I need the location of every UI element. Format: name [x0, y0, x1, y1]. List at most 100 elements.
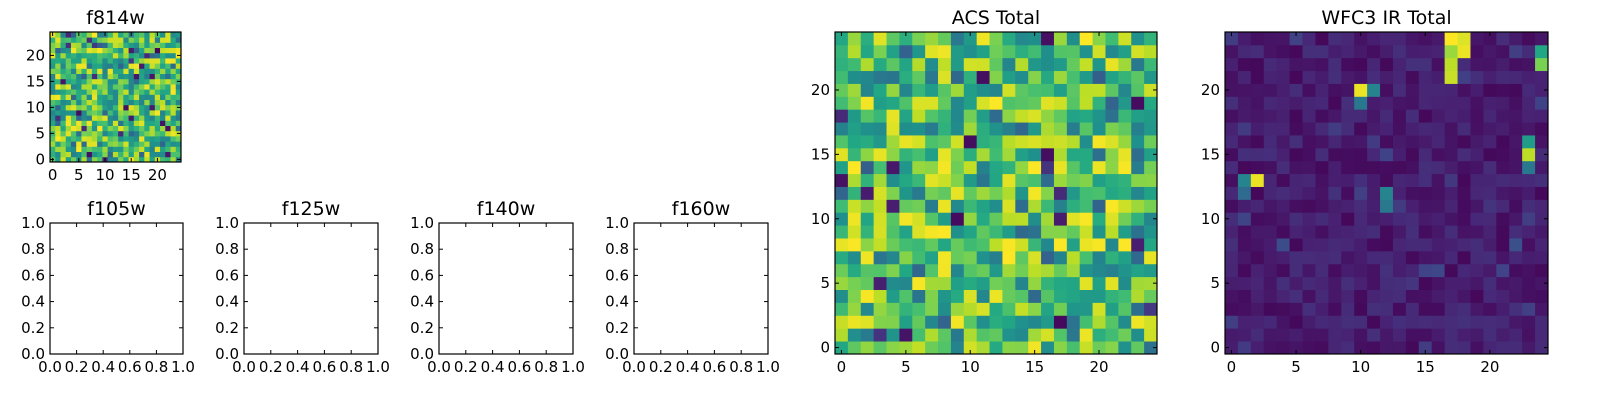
- heatmap-cell: [65, 32, 72, 38]
- heatmap-cell: [1002, 289, 1016, 303]
- heatmap-cell: [1380, 32, 1394, 46]
- heatmap-cell: [1302, 32, 1316, 46]
- heatmap-cell: [160, 110, 166, 116]
- heatmap-cell: [1470, 315, 1484, 329]
- heatmap-cell: [1041, 186, 1055, 200]
- heatmap-cell: [1431, 263, 1446, 278]
- heatmap-cell: [1066, 341, 1081, 355]
- heatmap-cell: [1041, 328, 1055, 342]
- heatmap-cell: [112, 52, 119, 59]
- heatmap-cell: [149, 141, 156, 147]
- heatmap-cell: [144, 120, 150, 126]
- heatmap-cell: [1535, 147, 1549, 162]
- heatmap-cell: [1380, 57, 1394, 72]
- heatmap-cell: [938, 225, 952, 239]
- heatmap-cell: [963, 212, 978, 226]
- heatmap-cell: [133, 84, 140, 90]
- heatmap-cell: [1380, 109, 1394, 123]
- heatmap-cell: [899, 328, 913, 342]
- heatmap-cell: [91, 47, 98, 54]
- heatmap-cell: [835, 341, 849, 355]
- heatmap-cell: [107, 94, 114, 100]
- heatmap-cell: [1250, 70, 1265, 84]
- heatmap-cell: [925, 276, 939, 290]
- heatmap-cell: [1028, 276, 1042, 290]
- heatmap-cell: [1535, 199, 1549, 213]
- heatmap-cell: [154, 125, 161, 132]
- heatmap-cell: [1250, 122, 1265, 136]
- heatmap-cell: [886, 44, 900, 59]
- heatmap-cell: [1483, 57, 1497, 72]
- heatmap-cell: [1354, 44, 1368, 59]
- heatmap-cell: [1289, 186, 1303, 200]
- heatmap-cell: [154, 104, 161, 111]
- heatmap-cell: [989, 109, 1003, 123]
- heatmap-cell: [1341, 341, 1355, 355]
- heatmap-cell: [1225, 328, 1239, 342]
- heatmap-cell: [86, 130, 93, 137]
- heatmap-cell: [1380, 199, 1394, 213]
- heatmap-cell: [1509, 57, 1523, 72]
- heatmap-cell: [835, 44, 849, 59]
- heatmap-cell: [1066, 160, 1081, 175]
- heatmap-cell: [139, 99, 145, 106]
- heatmap-cell: [1509, 70, 1523, 84]
- heatmap-cell: [1457, 109, 1471, 123]
- y-tick-label: 0.2: [21, 319, 45, 337]
- heatmap-cell: [70, 146, 77, 152]
- heatmap-cell: [899, 302, 913, 316]
- heatmap-cell: [112, 146, 119, 152]
- heatmap-cell: [91, 104, 98, 111]
- heatmap-cell: [1328, 328, 1342, 342]
- heatmap-cell: [1509, 225, 1523, 239]
- heatmap-cell: [938, 135, 952, 149]
- heatmap-cell: [118, 78, 124, 85]
- heatmap-cell: [1092, 44, 1106, 59]
- heatmap-cell: [1496, 302, 1510, 316]
- heatmap-cell: [1470, 276, 1484, 290]
- heatmap-cell: [847, 57, 862, 72]
- heatmap-cell: [1522, 199, 1536, 213]
- heatmap-cell: [976, 315, 990, 329]
- heatmap-cell: [1263, 57, 1278, 72]
- heatmap-cell: [1535, 302, 1549, 316]
- heatmap-cell: [1028, 83, 1042, 97]
- heatmap-cell: [133, 32, 140, 38]
- heatmap-cell: [175, 42, 182, 48]
- heatmap-cell: [835, 289, 849, 303]
- heatmap-cell: [1535, 160, 1549, 175]
- heatmap-cell: [1496, 186, 1510, 200]
- heatmap-cell: [1341, 173, 1355, 187]
- heatmap-cell: [1522, 109, 1536, 123]
- heatmap-cell: [1328, 276, 1342, 290]
- heatmap-cell: [60, 99, 67, 106]
- heatmap-cell: [1380, 70, 1394, 84]
- heatmap-cell: [1289, 289, 1303, 303]
- heatmap-cell: [144, 136, 150, 142]
- heatmap-cell: [55, 99, 61, 106]
- heatmap-cell: [55, 146, 61, 152]
- heatmap-cell: [1509, 212, 1523, 226]
- heatmap-cell: [1496, 160, 1510, 175]
- heatmap-cell: [1315, 44, 1329, 59]
- heatmap-cell: [128, 63, 135, 69]
- heatmap-cell: [963, 122, 978, 136]
- heatmap-cell: [102, 84, 109, 90]
- heatmap-cell: [1509, 109, 1523, 123]
- heatmap-cell: [886, 160, 900, 175]
- heatmap-cell: [133, 125, 140, 132]
- heatmap-cell: [1444, 289, 1458, 303]
- heatmap-cell: [1041, 238, 1055, 252]
- heatmap-cell: [1079, 44, 1093, 59]
- heatmap-cell: [50, 37, 56, 43]
- heatmap-cell: [128, 47, 135, 54]
- heatmap-cell: [1522, 341, 1536, 355]
- y-tick-label: 0: [820, 339, 830, 357]
- heatmap-cell: [1053, 70, 1068, 84]
- heatmap-cell: [118, 58, 124, 64]
- y-tick-label: 10: [1201, 210, 1220, 228]
- heatmap-cell: [1263, 70, 1278, 84]
- heatmap-cell: [1341, 32, 1355, 46]
- heatmap-cell: [1092, 315, 1106, 329]
- heatmap-cell: [1457, 199, 1471, 213]
